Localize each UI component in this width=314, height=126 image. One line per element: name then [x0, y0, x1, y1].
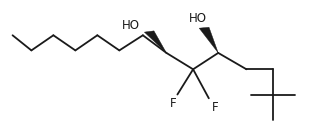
Text: HO: HO [122, 19, 140, 32]
Polygon shape [144, 31, 166, 53]
Text: HO: HO [189, 12, 207, 25]
Text: F: F [212, 101, 219, 114]
Polygon shape [199, 27, 218, 53]
Text: F: F [169, 97, 176, 110]
